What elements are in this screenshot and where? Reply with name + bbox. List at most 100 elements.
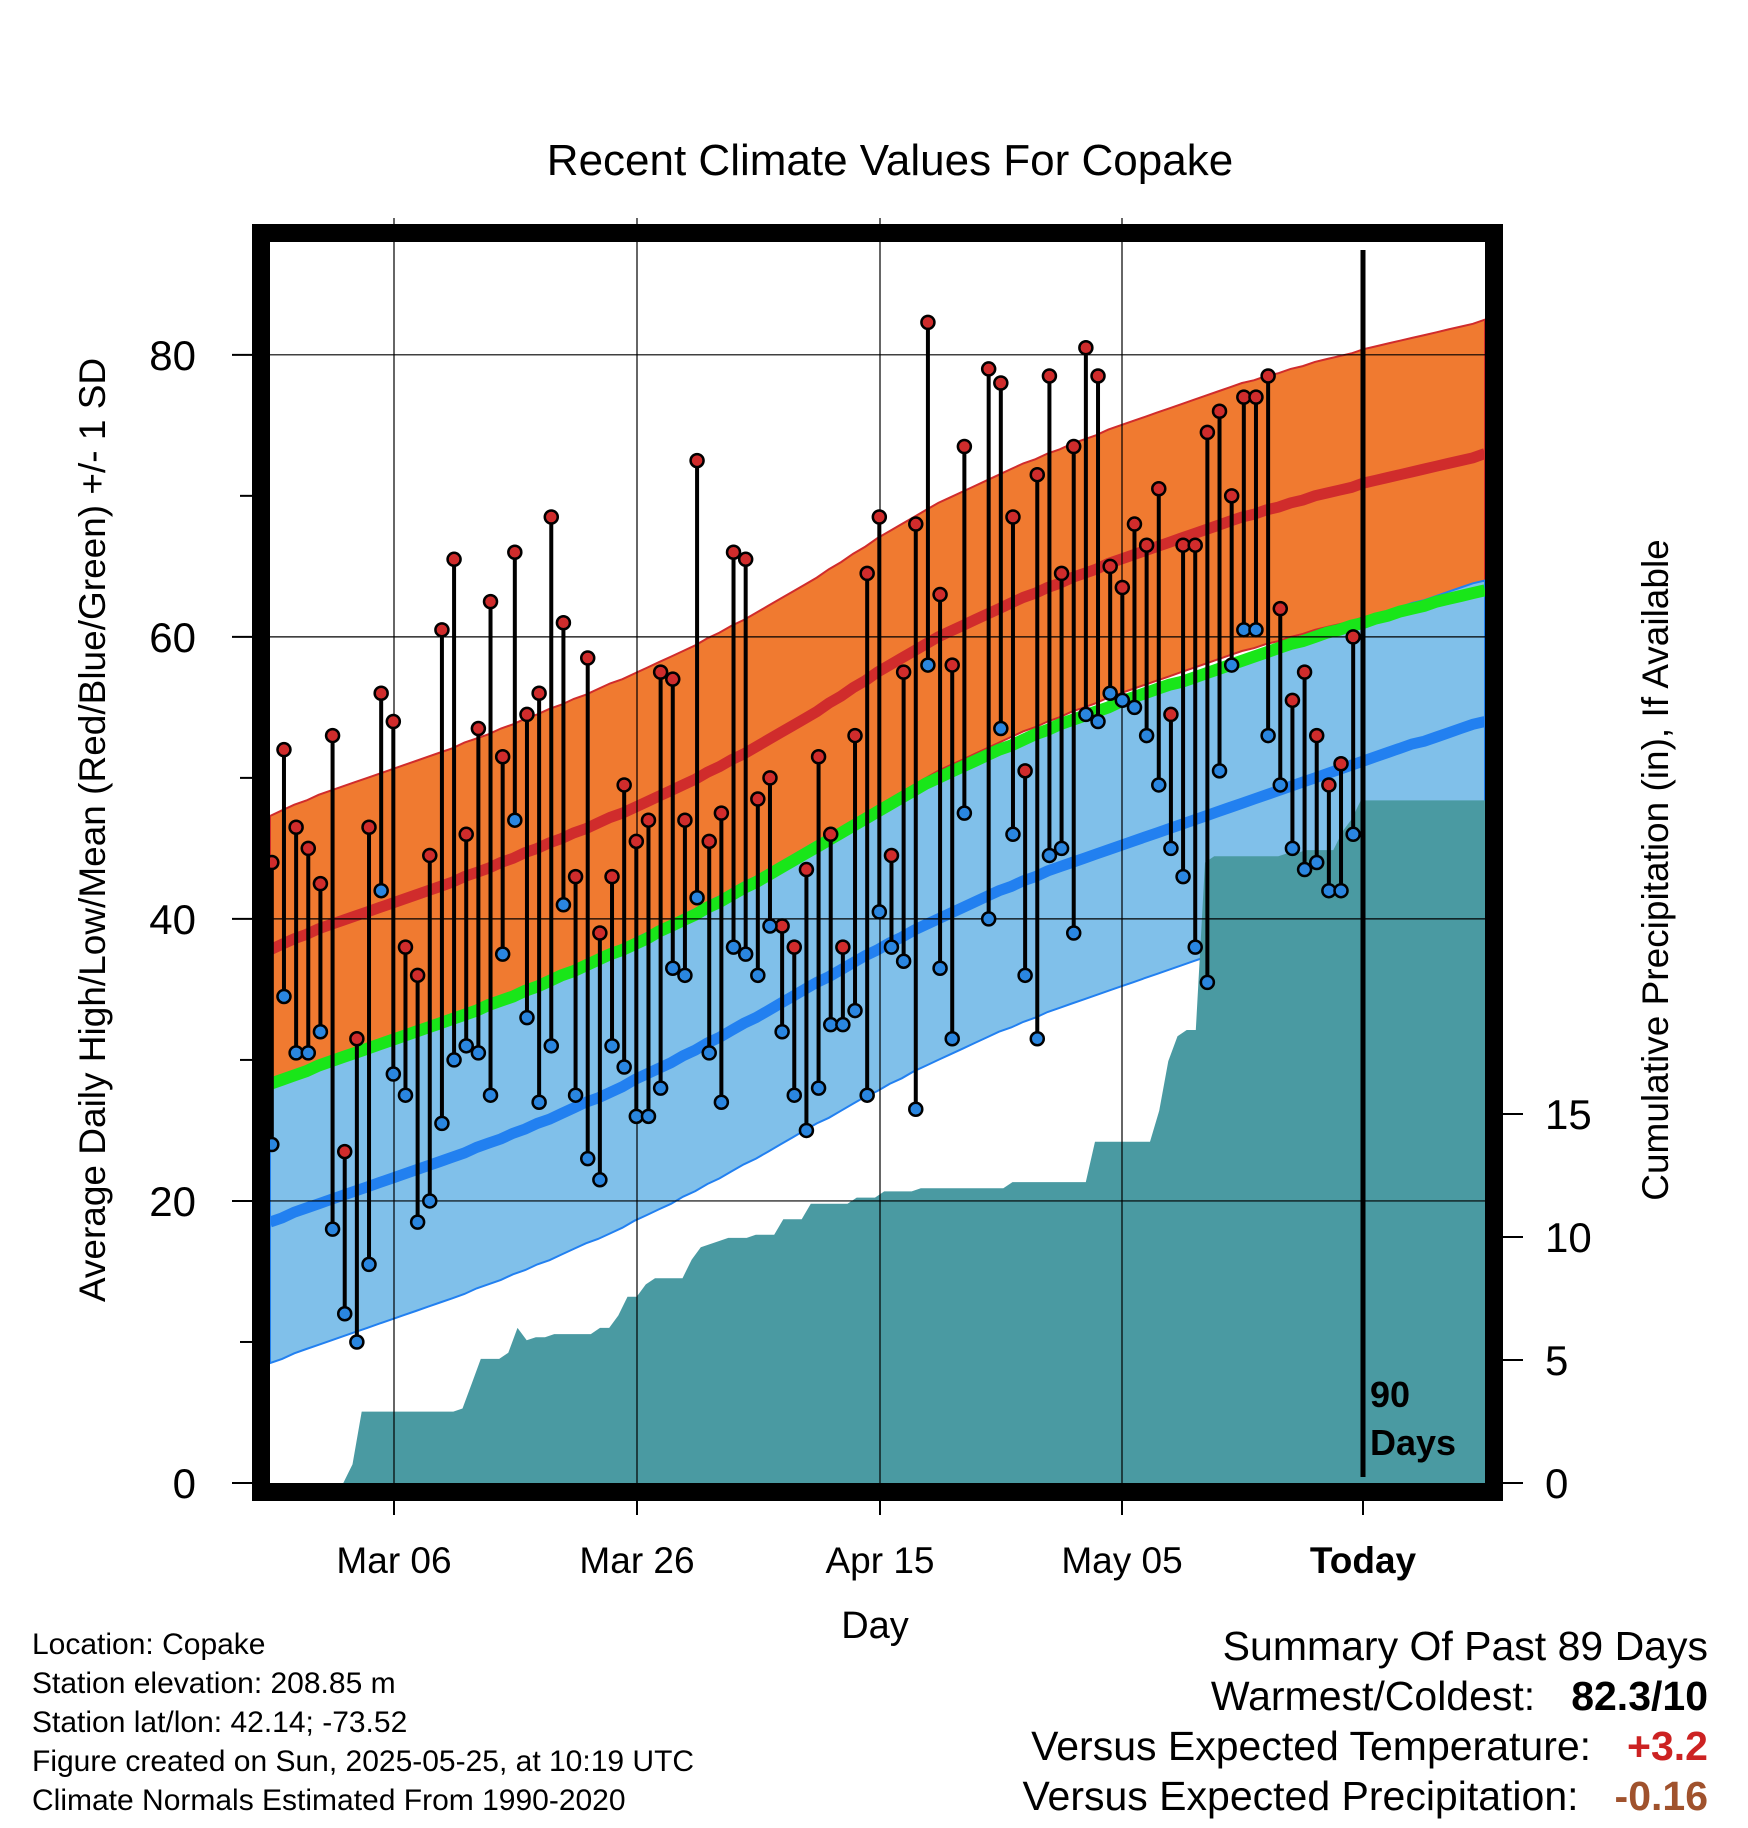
created-text: Figure created on Sun, 2025-05-25, at 10… bbox=[32, 1745, 695, 1778]
daily-high-point bbox=[567, 868, 584, 885]
today-days-number: 90 bbox=[1370, 1374, 1410, 1415]
x-tick-label: Today bbox=[1310, 1540, 1417, 1581]
daily-high-point bbox=[604, 868, 620, 885]
daily-high-point bbox=[470, 720, 487, 737]
daily-high-point bbox=[677, 812, 693, 828]
daily-high-point bbox=[1065, 438, 1082, 455]
daily-high-point bbox=[1308, 727, 1325, 744]
daily-high-point bbox=[1151, 481, 1167, 497]
daily-low-point bbox=[543, 1038, 560, 1054]
daily-high-point bbox=[713, 805, 730, 821]
daily-low-point bbox=[1175, 868, 1191, 885]
elevation-text: Station elevation: 208.85 m bbox=[32, 1667, 396, 1700]
daily-low-point bbox=[482, 1087, 499, 1103]
y2-axis-label: Cumulative Precipitation (in), If Availa… bbox=[1635, 539, 1676, 1201]
daily-low-point bbox=[725, 939, 742, 955]
daily-low-point bbox=[470, 1045, 487, 1061]
daily-low-point bbox=[665, 960, 681, 977]
daily-low-point bbox=[1017, 967, 1033, 984]
daily-low-point bbox=[895, 953, 912, 969]
daily-high-point bbox=[1321, 777, 1337, 793]
warm-cold-value: 82.3/10 bbox=[1571, 1673, 1708, 1719]
daily-high-point bbox=[1248, 389, 1264, 405]
x-tick-label: Mar 26 bbox=[579, 1540, 694, 1581]
daily-high-point bbox=[300, 840, 317, 857]
daily-low-point bbox=[1138, 727, 1155, 744]
y-tick-label: 40 bbox=[149, 896, 196, 943]
daily-low-point bbox=[762, 918, 778, 934]
daily-high-point bbox=[895, 664, 912, 680]
daily-low-point bbox=[1296, 861, 1313, 878]
daily-low-point bbox=[1284, 840, 1301, 857]
daily-high-point bbox=[422, 847, 438, 864]
daily-high-point bbox=[397, 939, 414, 955]
daily-high-point bbox=[579, 650, 596, 666]
warm-cold-row: Warmest/Coldest: 82.3/10 bbox=[1022, 1671, 1708, 1721]
daily-high-point bbox=[725, 544, 742, 560]
daily-low-point bbox=[1053, 840, 1070, 857]
daily-low-point bbox=[336, 1306, 353, 1322]
daily-high-point bbox=[1199, 424, 1216, 441]
daily-low-point bbox=[847, 1002, 863, 1019]
daily-low-point bbox=[361, 1256, 377, 1273]
daily-high-point bbox=[932, 586, 948, 603]
daily-low-point bbox=[1248, 622, 1264, 638]
chart-title: Recent Climate Values For Copake bbox=[547, 136, 1233, 185]
y-tick-label: 0 bbox=[173, 1460, 196, 1507]
daily-high-point bbox=[482, 593, 499, 610]
daily-low-point bbox=[579, 1150, 596, 1167]
summary-heading: Summary Of Past 89 Days bbox=[1222, 1623, 1708, 1669]
y2-tick-label: 5 bbox=[1545, 1337, 1568, 1384]
daily-high-point bbox=[701, 833, 717, 850]
daily-low-point bbox=[458, 1038, 474, 1054]
daily-high-point bbox=[798, 861, 815, 878]
plot-frame bbox=[252, 224, 1503, 1501]
daily-high-point bbox=[835, 939, 851, 955]
daily-low-point bbox=[652, 1080, 669, 1096]
summary-panel: Summary Of Past 89 Days Warmest/Coldest:… bbox=[1022, 1621, 1708, 1821]
daily-high-point bbox=[385, 713, 402, 730]
daily-high-point bbox=[993, 375, 1009, 391]
y2-tick-label: 15 bbox=[1545, 1091, 1592, 1138]
daily-low-point bbox=[980, 911, 997, 927]
daily-high-point bbox=[956, 438, 973, 455]
precip-label: Versus Expected Precipitation: bbox=[1022, 1773, 1579, 1819]
daily-high-point bbox=[762, 770, 778, 786]
daily-high-point bbox=[458, 826, 474, 843]
daily-low-point bbox=[1102, 685, 1118, 702]
daily-high-point bbox=[908, 516, 924, 532]
precip-area bbox=[270, 800, 1485, 1483]
temp-label: Versus Expected Temperature: bbox=[1031, 1723, 1592, 1769]
daily-low-point bbox=[1223, 657, 1240, 673]
daily-high-point bbox=[446, 551, 462, 568]
daily-low-point bbox=[397, 1087, 414, 1103]
daily-high-point bbox=[652, 664, 669, 680]
daily-high-point bbox=[1138, 537, 1155, 553]
daily-high-point bbox=[1005, 509, 1021, 525]
daily-low-point bbox=[883, 939, 900, 955]
daily-low-point bbox=[810, 1080, 827, 1096]
daily-low-point bbox=[1041, 847, 1058, 864]
precip-value: -0.16 bbox=[1614, 1773, 1708, 1819]
daily-low-point bbox=[604, 1038, 620, 1054]
normals-text: Climate Normals Estimated From 1990-2020 bbox=[32, 1784, 626, 1817]
today-days-label: Days bbox=[1370, 1422, 1456, 1463]
station-info: Location: Copake Station elevation: 208.… bbox=[32, 1625, 694, 1820]
y-tick-label: 60 bbox=[149, 614, 196, 661]
daily-high-point bbox=[810, 748, 827, 765]
location-text: Location: Copake bbox=[32, 1628, 266, 1661]
daily-high-point bbox=[640, 812, 657, 828]
daily-high-point bbox=[1041, 368, 1058, 384]
daily-low-point bbox=[507, 812, 523, 828]
x-tick-label: May 05 bbox=[1061, 1540, 1182, 1581]
daily-low-point bbox=[1065, 925, 1082, 941]
daily-low-point bbox=[276, 988, 292, 1005]
daily-high-point bbox=[555, 615, 572, 631]
daily-high-point bbox=[871, 509, 888, 525]
daily-low-point bbox=[1126, 699, 1143, 716]
daily-high-point bbox=[1187, 537, 1203, 553]
daily-low-point bbox=[701, 1045, 717, 1061]
daily-low-point bbox=[567, 1087, 584, 1103]
precip-row: Versus Expected Precipitation: -0.16 bbox=[1022, 1771, 1708, 1821]
daily-low-point bbox=[422, 1193, 438, 1209]
